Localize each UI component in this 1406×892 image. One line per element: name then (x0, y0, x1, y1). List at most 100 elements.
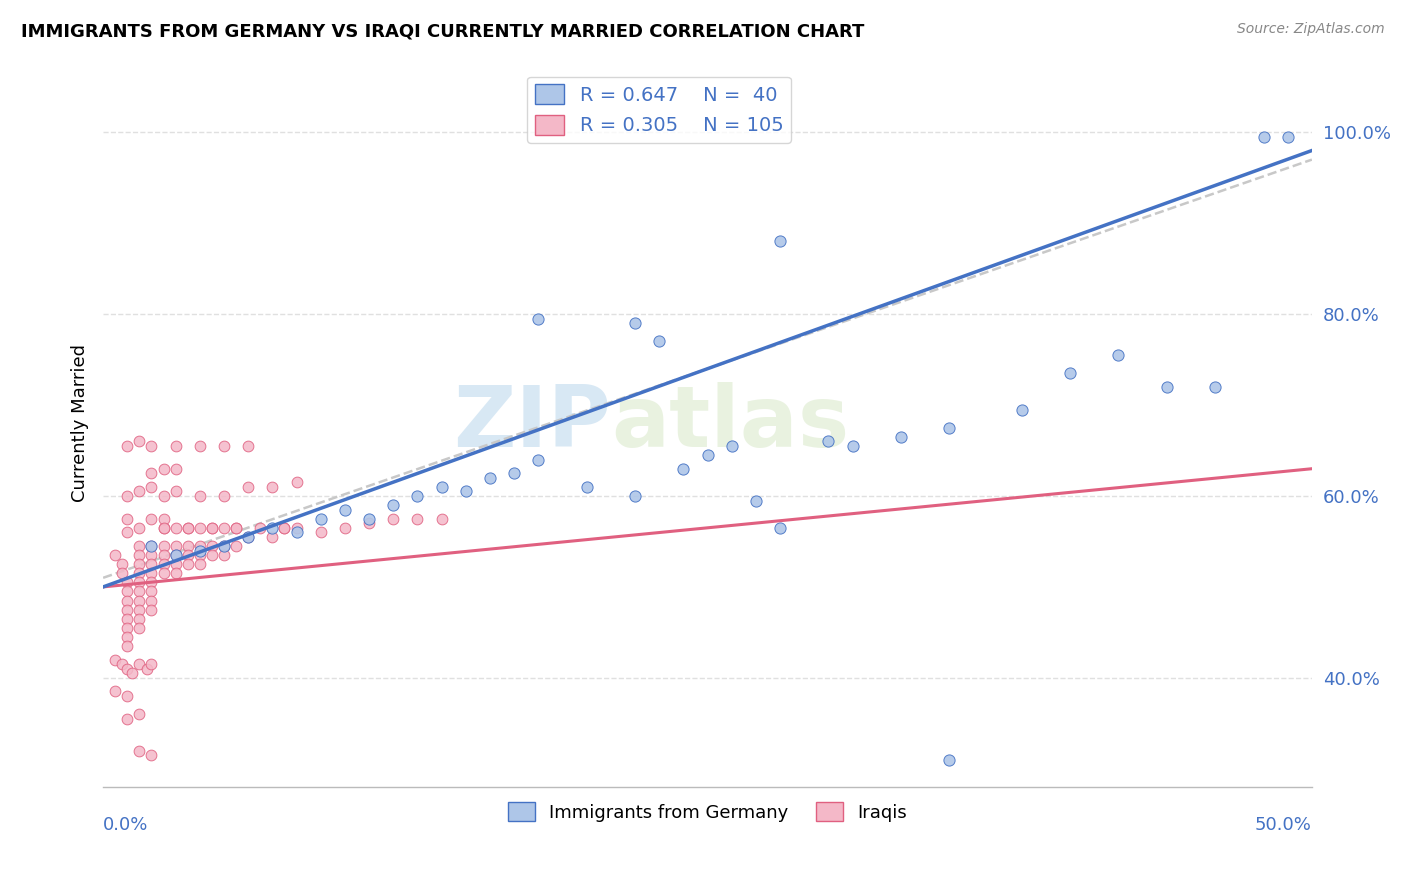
Point (238, 530, 260, 544)
Point (152, 489, 174, 503)
Point (527, 311, 550, 326)
Point (128, 548, 150, 562)
Point (225, 539, 247, 553)
Point (117, 662, 139, 676)
Point (117, 602, 139, 616)
Point (212, 489, 235, 503)
Point (238, 480, 260, 494)
Point (430, 512, 453, 526)
Point (177, 557, 200, 571)
Point (309, 512, 332, 526)
Point (141, 539, 163, 553)
Point (273, 521, 295, 535)
Point (575, 480, 598, 494)
Point (273, 521, 295, 535)
Point (201, 539, 224, 553)
Point (478, 471, 501, 485)
Point (117, 525, 139, 540)
Point (152, 521, 174, 535)
Point (188, 521, 211, 535)
Point (357, 516, 380, 531)
Point (117, 712, 139, 726)
Point (225, 521, 247, 535)
Point (527, 452, 550, 467)
Point (165, 539, 187, 553)
Point (117, 439, 139, 453)
Point (696, 448, 718, 462)
Point (285, 521, 308, 535)
Point (165, 557, 187, 571)
Point (165, 439, 187, 453)
Point (1011, 402, 1033, 417)
Point (333, 521, 356, 535)
Point (141, 575, 163, 590)
Point (309, 525, 332, 540)
Point (249, 521, 271, 535)
Point (238, 530, 260, 544)
Point (890, 430, 912, 444)
Point (1277, 129, 1299, 144)
Point (238, 439, 260, 453)
Point (177, 521, 200, 535)
Point (841, 439, 863, 453)
Point (152, 566, 174, 581)
Point (201, 521, 224, 535)
Point (135, 662, 157, 676)
Point (104, 548, 127, 562)
Point (128, 657, 150, 672)
Point (503, 467, 526, 481)
Point (333, 502, 356, 516)
Point (104, 653, 127, 667)
Point (165, 484, 187, 499)
Point (165, 521, 187, 535)
Point (1204, 380, 1226, 394)
Point (648, 334, 671, 349)
Point (141, 557, 163, 571)
Point (128, 484, 150, 499)
Point (117, 584, 139, 599)
Point (121, 666, 143, 681)
Text: IMMIGRANTS FROM GERMANY VS IRAQI CURRENTLY MARRIED CORRELATION CHART: IMMIGRANTS FROM GERMANY VS IRAQI CURRENT… (21, 22, 865, 40)
Point (165, 566, 187, 581)
Point (212, 539, 235, 553)
Point (285, 475, 308, 490)
Point (117, 612, 139, 626)
Point (152, 539, 174, 553)
Y-axis label: Currently Married: Currently Married (72, 344, 89, 502)
Point (117, 621, 139, 635)
Point (117, 639, 139, 653)
Point (262, 530, 284, 544)
Point (141, 439, 163, 453)
Point (128, 593, 150, 607)
Point (141, 602, 163, 616)
Point (177, 539, 200, 553)
Text: Source: ZipAtlas.com: Source: ZipAtlas.com (1237, 22, 1385, 37)
Point (141, 748, 163, 763)
Point (117, 593, 139, 607)
Text: 50.0%: 50.0% (1256, 816, 1312, 834)
Point (104, 684, 127, 698)
Legend: R = 0.647    N =  40, R = 0.305    N = 105: R = 0.647 N = 40, R = 0.305 N = 105 (527, 77, 792, 143)
Point (624, 489, 647, 503)
Point (117, 630, 139, 644)
Point (285, 525, 308, 540)
Point (382, 512, 405, 526)
Point (117, 689, 139, 703)
Point (111, 557, 134, 571)
Point (128, 743, 150, 757)
Point (624, 316, 647, 330)
Point (177, 521, 200, 535)
Point (212, 439, 235, 453)
Point (769, 521, 792, 535)
Point (188, 548, 211, 562)
Point (152, 548, 174, 562)
Point (128, 707, 150, 722)
Point (406, 512, 429, 526)
Point (165, 548, 187, 562)
Text: 0.0%: 0.0% (103, 816, 149, 834)
Point (128, 621, 150, 635)
Point (201, 521, 224, 535)
Point (128, 434, 150, 449)
Point (938, 421, 960, 435)
Point (111, 566, 134, 581)
